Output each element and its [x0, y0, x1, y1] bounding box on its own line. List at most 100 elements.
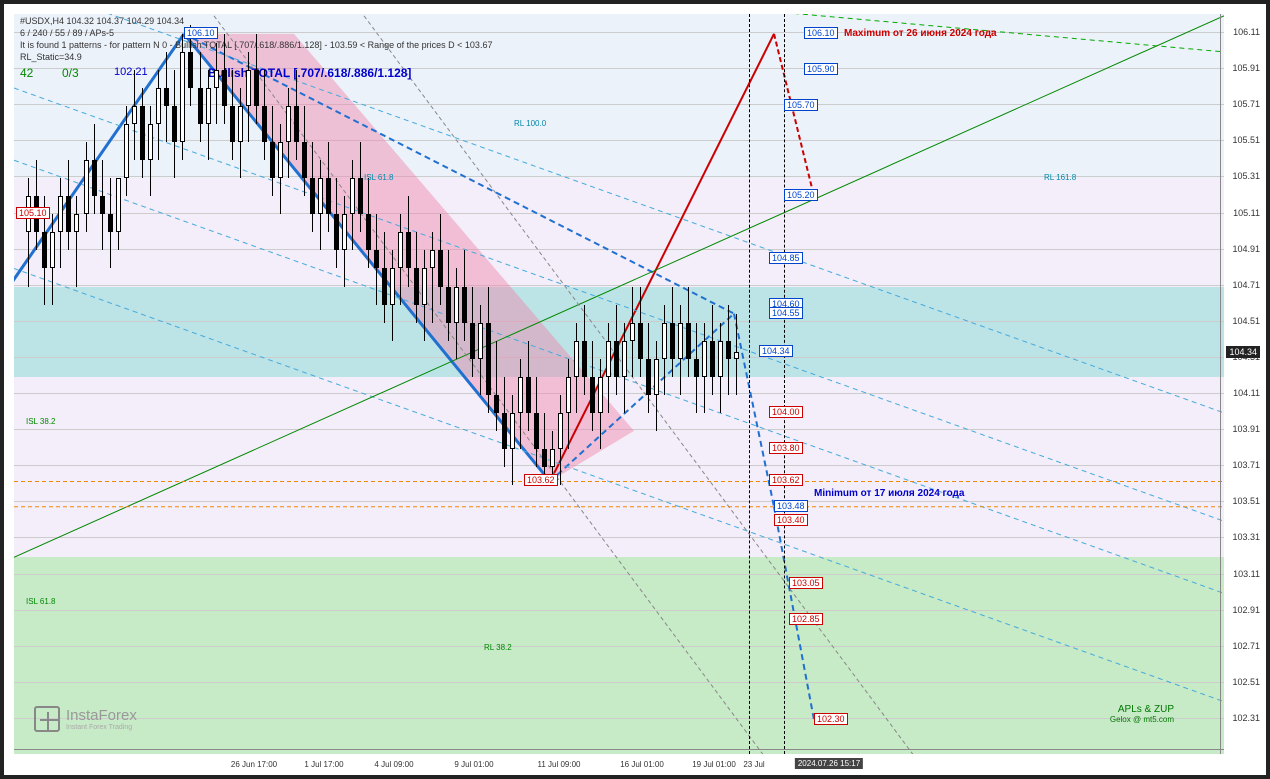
candle-body — [494, 395, 499, 413]
inline-label: ISL 61.8 — [364, 173, 394, 182]
x-tick: 26 Jun 17:00 — [231, 760, 277, 769]
candle-body — [510, 413, 515, 449]
price-label: 103.05 — [789, 577, 823, 589]
price-label: 104.34 — [759, 345, 793, 357]
candle-body — [422, 268, 427, 304]
x-axis: 26 Jun 17:001 Jul 17:004 Jul 09:009 Jul … — [14, 749, 1224, 771]
candle-wick — [432, 232, 433, 322]
candle-body — [678, 323, 683, 359]
y-tick: 102.71 — [1232, 641, 1260, 651]
candle-wick — [28, 178, 29, 286]
candle-body — [558, 413, 563, 449]
watermark-brand: InstaForex — [66, 707, 137, 724]
candle-body — [326, 178, 331, 214]
y-tick: 102.91 — [1232, 605, 1260, 615]
y-tick: 104.11 — [1233, 388, 1260, 398]
price-label: 103.62 — [769, 474, 803, 486]
price-label: 106.10 — [184, 27, 218, 39]
candle-body — [526, 377, 531, 413]
y-axis: 106.11105.91105.71105.51105.31105.11104.… — [1220, 14, 1262, 754]
watermark: InstaForex Instant Forex Trading — [34, 706, 137, 732]
gridline — [14, 104, 1224, 105]
candle-body — [148, 124, 153, 160]
footer-label: APLs & ZUP Gelox @ mt5.com — [1110, 704, 1174, 724]
time-marker — [749, 14, 750, 754]
price-label: 105.90 — [804, 63, 838, 75]
price-label: 104.55 — [769, 307, 803, 319]
price-label: 104.00 — [769, 406, 803, 418]
gridline — [14, 213, 1224, 214]
candle-body — [590, 377, 595, 413]
price-label: 105.10 — [16, 207, 50, 219]
candle-body — [654, 359, 659, 395]
candle-body — [302, 142, 307, 178]
candle-body — [622, 341, 627, 377]
candle-body — [198, 88, 203, 124]
candle-body — [84, 160, 89, 214]
candle-body — [254, 70, 259, 106]
candle-body — [132, 106, 137, 124]
candle-body — [486, 323, 491, 395]
gridline — [14, 682, 1224, 683]
candle-body — [398, 232, 403, 268]
candle-body — [294, 106, 299, 142]
left-num3: 102.21 — [114, 66, 148, 78]
candle-body — [502, 413, 507, 449]
gridline — [14, 465, 1224, 466]
price-label: 103.48 — [774, 500, 808, 512]
y-tick: 104.51 — [1232, 316, 1260, 326]
chart-band — [14, 287, 1224, 377]
candle-body — [478, 323, 483, 359]
price-label: 103.40 — [774, 514, 808, 526]
y-tick: 105.91 — [1232, 63, 1260, 73]
candle-wick — [76, 196, 77, 286]
candle-body — [42, 232, 47, 268]
gridline — [14, 501, 1224, 502]
candle-body — [50, 232, 55, 268]
y-tick: 106.11 — [1233, 27, 1260, 37]
candle-body — [670, 323, 675, 359]
x-tick: 2024.07.26 15:17 — [795, 758, 863, 769]
candle-body — [342, 214, 347, 250]
candle-body — [116, 178, 121, 232]
inline-label: RL 161.8 — [1044, 173, 1076, 182]
candle-body — [462, 287, 467, 323]
candle-body — [374, 250, 379, 268]
candle-body — [206, 88, 211, 124]
rl-static: RL_Static=34.9 — [20, 52, 82, 62]
candle-body — [686, 323, 691, 359]
plot-area[interactable]: #USDX,H4 104.32 104.37 104.29 104.34 6 /… — [14, 14, 1224, 754]
candle-body — [454, 287, 459, 323]
candle-body — [470, 323, 475, 359]
chart-band — [14, 377, 1224, 557]
candle-body — [534, 413, 539, 449]
x-tick: 4 Jul 09:00 — [374, 760, 413, 769]
candle-body — [108, 214, 113, 232]
candle-body — [414, 268, 419, 304]
candle-body — [542, 449, 547, 467]
left-num2: 0/3 — [62, 66, 79, 80]
gridline — [14, 140, 1224, 141]
candle-body — [156, 88, 161, 124]
gridline — [14, 393, 1224, 394]
candle-body — [238, 106, 243, 142]
candle-body — [614, 341, 619, 377]
candle-body — [430, 250, 435, 268]
candle-body — [124, 124, 129, 178]
candle-body — [278, 142, 283, 178]
x-tick: 11 Jul 09:00 — [538, 760, 581, 769]
y-tick: 103.91 — [1232, 424, 1260, 434]
params-info: 6 / 240 / 55 / 89 / APs-5 — [20, 28, 114, 38]
candle-body — [286, 106, 291, 142]
candle-body — [718, 341, 723, 377]
candle-body — [694, 359, 699, 377]
gridline — [14, 537, 1224, 538]
y-tick: 102.51 — [1232, 677, 1260, 687]
candle-body — [188, 52, 193, 88]
candle-body — [222, 70, 227, 106]
y-tick: 105.11 — [1233, 208, 1260, 218]
candle-body — [598, 377, 603, 413]
candle-body — [270, 142, 275, 178]
candle-body — [164, 88, 169, 106]
price-label: 105.20 — [784, 189, 818, 201]
